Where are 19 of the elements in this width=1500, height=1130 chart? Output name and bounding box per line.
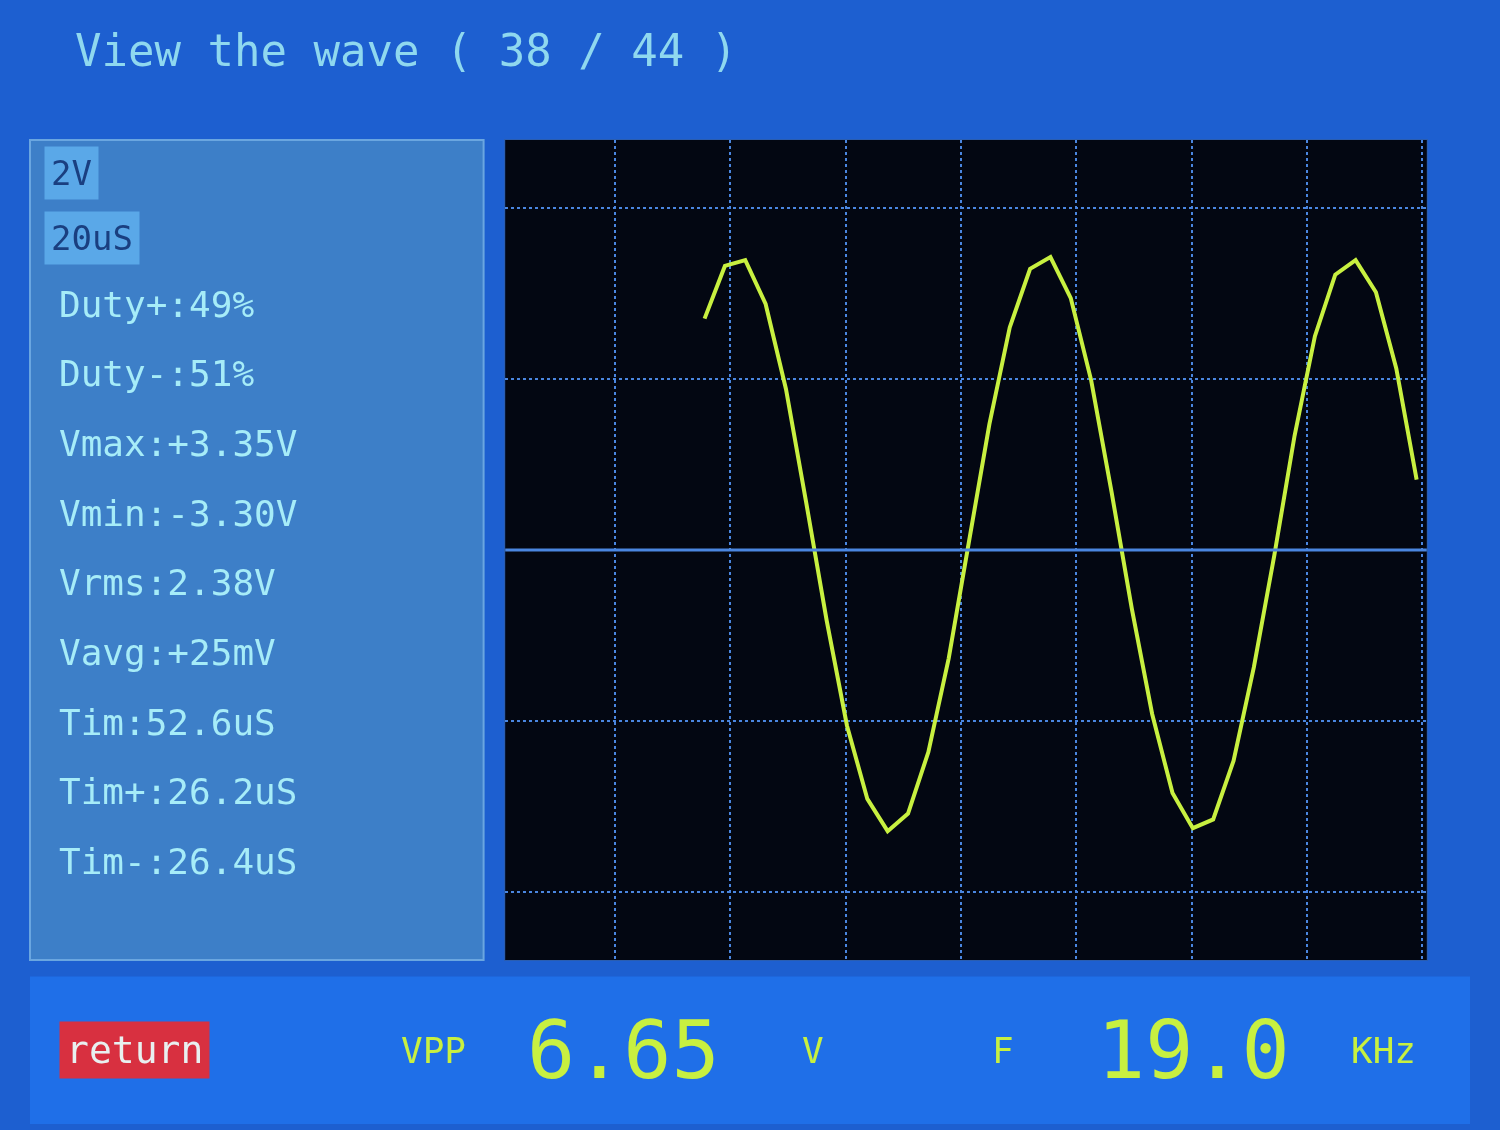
text: Duty-:51% (59, 353, 255, 394)
text: 2V (51, 153, 92, 193)
text: 20uS (51, 218, 133, 258)
text: Tim:52.6uS (59, 702, 276, 743)
text: return (66, 1028, 204, 1072)
text: Duty+:49% (59, 284, 255, 325)
text: KHz (1351, 1030, 1417, 1071)
text: 19.0 (1097, 1004, 1290, 1097)
text: Vrms:2.38V (59, 562, 276, 603)
text: V (802, 1030, 824, 1071)
chart-title: View the wave ( 38 / 44 ) (75, 25, 738, 77)
text: VPP (401, 1030, 467, 1071)
text: Vmax:+3.35V (59, 423, 298, 464)
text: 6.65 (527, 1004, 720, 1097)
text: Vmin:-3.30V (59, 493, 298, 534)
text: Vavg:+25mV (59, 632, 276, 673)
text: Tim+:26.2uS (59, 771, 298, 812)
text: F (992, 1030, 1014, 1071)
text: Tim-:26.4uS (59, 841, 298, 882)
